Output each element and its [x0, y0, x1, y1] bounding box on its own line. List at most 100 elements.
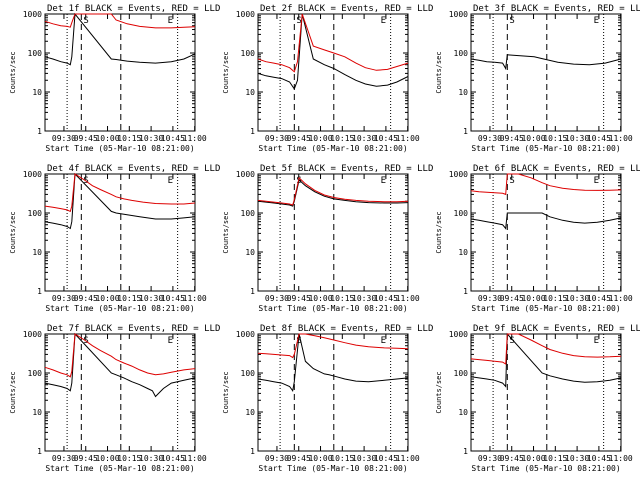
x-tick-label: 09:45 [74, 454, 98, 463]
y-tick-label: 100 [241, 209, 256, 218]
start-marker-label: S [509, 176, 514, 186]
x-tick-label: 10:00 [95, 294, 119, 303]
panel-title: Det 9f BLACK = Events, RED = LLD [473, 324, 640, 334]
y-tick-label: 10 [245, 248, 255, 257]
series-line-lld [257, 176, 409, 206]
x-tick-label: 11:00 [396, 294, 420, 303]
plot-frame [257, 13, 409, 132]
series-line-lld [44, 13, 196, 29]
x-tick-label: 10:00 [521, 294, 545, 303]
x-tick-label: 09:30 [478, 454, 502, 463]
x-axis-label: Start Time (05-Mar-10 08:21:00) [258, 144, 407, 153]
x-tick-label: 09:45 [500, 454, 524, 463]
x-tick-label: 10:30 [139, 454, 163, 463]
panel-title: Det 7f BLACK = Events, RED = LLD [47, 324, 220, 334]
end-marker-label: E [168, 16, 173, 26]
x-tick-label: 09:30 [478, 134, 502, 143]
start-marker-label: S [509, 16, 514, 26]
start-marker-label: S [509, 336, 514, 346]
plot-frame [470, 333, 622, 452]
end-marker-label: E [168, 176, 173, 186]
x-tick-label: 10:15 [543, 454, 567, 463]
y-tick-label: 10 [458, 248, 468, 257]
panel-det-8: Det 8f BLACK = Events, RED = LLD 1 10 100 10… [222, 324, 433, 473]
y-tick-label: 1 [463, 287, 468, 296]
x-tick-label: 10:30 [139, 134, 163, 143]
x-tick-label: 09:45 [287, 294, 311, 303]
y-tick-label: 1 [37, 287, 42, 296]
x-tick-label: 10:45 [374, 454, 398, 463]
x-tick-label: 10:00 [521, 134, 545, 143]
y-tick-label: 1000 [23, 10, 42, 19]
x-tick-label: 10:00 [308, 454, 332, 463]
x-tick-label: 10:15 [117, 134, 141, 143]
x-tick-label: 10:45 [374, 294, 398, 303]
x-tick-label: 10:00 [95, 134, 119, 143]
x-tick-label: 10:45 [587, 454, 611, 463]
end-marker-label: E [594, 16, 599, 26]
y-axis-label: Counts/sec [9, 51, 17, 93]
series-line-lld [44, 333, 196, 378]
x-tick-label: 11:00 [183, 134, 207, 143]
x-tick-label: 10:30 [565, 134, 589, 143]
y-tick-label: 10 [458, 88, 468, 97]
end-marker-label: E [381, 336, 386, 346]
x-tick-label: 10:45 [587, 134, 611, 143]
x-tick-label: 10:30 [565, 454, 589, 463]
start-marker-label: S [296, 16, 301, 26]
x-axis-label: Start Time (05-Mar-10 08:21:00) [45, 304, 194, 313]
y-tick-label: 10 [245, 88, 255, 97]
x-tick-label: 09:30 [265, 454, 289, 463]
y-tick-label: 100 [28, 369, 43, 378]
x-tick-label: 11:00 [396, 454, 420, 463]
panel-title: Det 3f BLACK = Events, RED = LLD [473, 4, 640, 14]
series-line-lld [470, 173, 622, 196]
y-tick-label: 100 [28, 209, 43, 218]
plot-frame [470, 173, 622, 292]
x-axis-label: Start Time (05-Mar-10 08:21:00) [471, 464, 620, 473]
y-axis-label: Counts/sec [435, 211, 443, 253]
panel-det-2: Det 2f BLACK = Events, RED = LLD 1 10 100 10… [222, 4, 433, 153]
panel-det-6: Det 6f BLACK = Events, RED = LLD 1 10 100 10… [435, 164, 640, 313]
plot-frame [44, 173, 196, 292]
y-tick-label: 1000 [23, 170, 42, 179]
panel-title: Det 5f BLACK = Events, RED = LLD [260, 164, 433, 174]
plot-frame [44, 333, 196, 452]
end-marker-label: E [381, 176, 386, 186]
x-axis-label: Start Time (05-Mar-10 08:21:00) [258, 304, 407, 313]
x-tick-label: 09:45 [287, 134, 311, 143]
y-tick-label: 1000 [23, 330, 42, 339]
panel-title: Det 2f BLACK = Events, RED = LLD [260, 4, 433, 14]
series-line-events [44, 12, 196, 66]
x-axis-label: Start Time (05-Mar-10 08:21:00) [45, 464, 194, 473]
x-axis-label: Start Time (05-Mar-10 08:21:00) [45, 144, 194, 153]
y-tick-label: 1000 [236, 10, 255, 19]
y-tick-label: 1 [463, 127, 468, 136]
series-line-events [470, 212, 622, 230]
y-tick-label: 100 [454, 49, 469, 58]
panel-det-1: Det 1f BLACK = Events, RED = LLD 1 10 100 10… [9, 4, 220, 153]
y-tick-label: 1000 [449, 170, 468, 179]
y-tick-label: 1 [250, 127, 255, 136]
y-tick-label: 10 [458, 408, 468, 417]
x-tick-label: 10:45 [161, 294, 185, 303]
x-tick-label: 09:45 [500, 134, 524, 143]
x-axis-label: Start Time (05-Mar-10 08:21:00) [471, 304, 620, 313]
x-tick-label: 11:00 [609, 134, 633, 143]
x-tick-label: 11:00 [609, 294, 633, 303]
y-axis-label: Counts/sec [9, 371, 17, 413]
plot-frame [257, 173, 409, 292]
x-tick-label: 09:30 [52, 294, 76, 303]
series-line-events [257, 13, 409, 90]
plot-frame [470, 13, 622, 132]
y-tick-label: 10 [32, 408, 42, 417]
x-tick-label: 09:30 [265, 134, 289, 143]
y-tick-label: 10 [32, 248, 42, 257]
x-tick-label: 09:45 [500, 294, 524, 303]
x-tick-label: 10:00 [308, 294, 332, 303]
x-tick-label: 10:00 [308, 134, 332, 143]
x-tick-label: 11:00 [183, 454, 207, 463]
panel-det-4: Det 4f BLACK = Events, RED = LLD 1 10 100 10… [9, 164, 220, 313]
x-tick-label: 10:45 [161, 134, 185, 143]
